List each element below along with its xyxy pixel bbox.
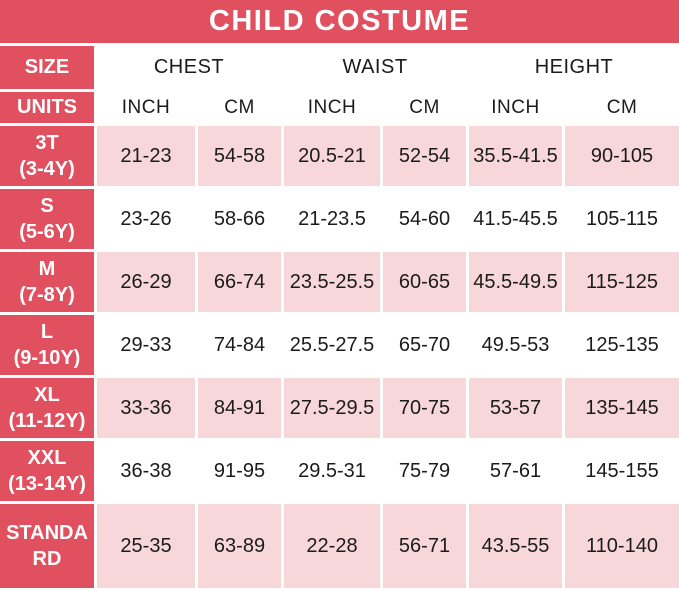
corner-header-size: SIZE xyxy=(0,46,94,89)
value-cell-waist-inch: 25.5-27.5 xyxy=(284,315,380,375)
value-cell-waist-inch: 29.5-31 xyxy=(284,441,380,501)
chart-title-bar: CHILD COSTUME xyxy=(0,0,679,43)
value-cell-height-cm: 115-125 xyxy=(565,252,679,312)
row-size-label: XXL (13-14Y) xyxy=(0,441,94,501)
size-age-range: (11-12Y) xyxy=(8,410,86,432)
value-cell-height-inch: 49.5-53 xyxy=(469,315,562,375)
size-code: XL xyxy=(34,384,60,406)
value-cell-height-inch: 43.5-55 xyxy=(469,504,562,588)
row-size-label: L (9-10Y) xyxy=(0,315,94,375)
corner-header-units: UNITS xyxy=(0,92,94,123)
value-cell-height-cm: 125-135 xyxy=(565,315,679,375)
value-cell-waist-inch: 23.5-25.5 xyxy=(284,252,380,312)
column-group-waist: WAIST xyxy=(284,46,466,89)
value-cell-height-cm: 90-105 xyxy=(565,126,679,186)
value-cell-waist-cm: 54-60 xyxy=(383,189,466,249)
size-code: STANDARD xyxy=(6,522,88,570)
value-cell-chest-cm: 63-89 xyxy=(198,504,281,588)
value-cell-chest-cm: 91-95 xyxy=(198,441,281,501)
value-cell-waist-inch: 22-28 xyxy=(284,504,380,588)
column-group-chest: CHEST xyxy=(97,46,281,89)
value-cell-chest-inch: 25-35 xyxy=(97,504,195,588)
size-code: M xyxy=(38,258,56,280)
unit-header-chest-inch: INCH xyxy=(97,92,195,123)
row-size-label: XL (11-12Y) xyxy=(0,378,94,438)
value-cell-chest-inch: 26-29 xyxy=(97,252,195,312)
value-cell-chest-inch: 33-36 xyxy=(97,378,195,438)
value-cell-waist-inch: 20.5-21 xyxy=(284,126,380,186)
value-cell-waist-cm: 56-71 xyxy=(383,504,466,588)
value-cell-waist-inch: 27.5-29.5 xyxy=(284,378,380,438)
unit-header-height-inch: INCH xyxy=(469,92,562,123)
value-cell-height-cm: 105-115 xyxy=(565,189,679,249)
row-size-label: S (5-6Y) xyxy=(0,189,94,249)
value-cell-height-cm: 110-140 xyxy=(565,504,679,588)
value-cell-waist-cm: 60-65 xyxy=(383,252,466,312)
size-code: 3T xyxy=(35,132,59,154)
value-cell-height-inch: 45.5-49.5 xyxy=(469,252,562,312)
value-cell-waist-cm: 70-75 xyxy=(383,378,466,438)
value-cell-height-cm: 145-155 xyxy=(565,441,679,501)
size-age-range: (9-10Y) xyxy=(13,347,81,369)
column-group-height: HEIGHT xyxy=(469,46,679,89)
value-cell-chest-inch: 23-26 xyxy=(97,189,195,249)
unit-header-waist-inch: INCH xyxy=(284,92,380,123)
value-cell-chest-cm: 58-66 xyxy=(198,189,281,249)
value-cell-waist-cm: 75-79 xyxy=(383,441,466,501)
value-cell-chest-cm: 74-84 xyxy=(198,315,281,375)
value-cell-chest-cm: 54-58 xyxy=(198,126,281,186)
unit-header-height-cm: CM xyxy=(565,92,679,123)
value-cell-chest-cm: 66-74 xyxy=(198,252,281,312)
value-cell-height-inch: 35.5-41.5 xyxy=(469,126,562,186)
value-cell-chest-cm: 84-91 xyxy=(198,378,281,438)
value-cell-chest-inch: 29-33 xyxy=(97,315,195,375)
value-cell-waist-cm: 52-54 xyxy=(383,126,466,186)
unit-header-waist-cm: CM xyxy=(383,92,466,123)
row-size-label: M (7-8Y) xyxy=(0,252,94,312)
value-cell-height-inch: 53-57 xyxy=(469,378,562,438)
size-age-range: (5-6Y) xyxy=(19,221,75,243)
size-table: SIZE CHEST WAIST HEIGHT UNITS INCH CM IN… xyxy=(0,46,679,588)
value-cell-height-cm: 135-145 xyxy=(565,378,679,438)
size-code: S xyxy=(40,195,54,217)
size-age-range: (3-4Y) xyxy=(19,158,75,180)
value-cell-height-inch: 41.5-45.5 xyxy=(469,189,562,249)
value-cell-waist-inch: 21-23.5 xyxy=(284,189,380,249)
value-cell-waist-cm: 65-70 xyxy=(383,315,466,375)
chart-title: CHILD COSTUME xyxy=(208,5,471,37)
value-cell-height-inch: 57-61 xyxy=(469,441,562,501)
size-code: XXL xyxy=(27,447,67,469)
size-code: L xyxy=(40,321,54,343)
value-cell-chest-inch: 36-38 xyxy=(97,441,195,501)
value-cell-chest-inch: 21-23 xyxy=(97,126,195,186)
size-age-range: (7-8Y) xyxy=(19,284,75,306)
size-age-range: (13-14Y) xyxy=(8,473,86,495)
row-size-label: 3T (3-4Y) xyxy=(0,126,94,186)
row-size-label: STANDARD xyxy=(0,504,94,588)
unit-header-chest-cm: CM xyxy=(198,92,281,123)
